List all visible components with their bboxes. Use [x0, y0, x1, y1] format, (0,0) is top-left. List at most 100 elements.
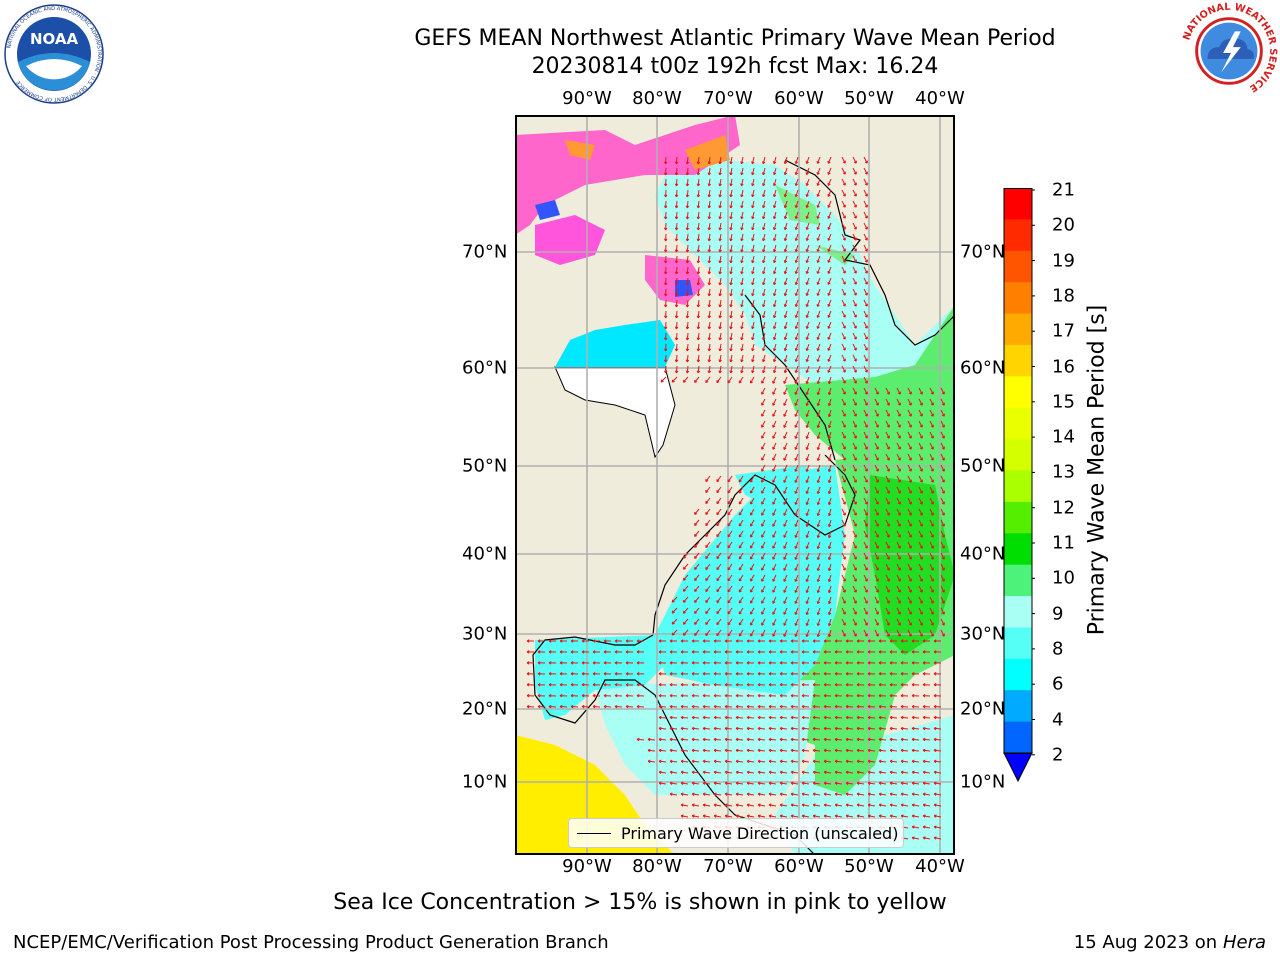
wave-direction-arrow — [675, 266, 678, 275]
wave-direction-arrowhead — [526, 661, 530, 665]
wave-direction-arrow — [841, 167, 846, 175]
wave-direction-arrow — [784, 288, 788, 296]
wave-direction-arrow — [922, 727, 931, 730]
wave-direction-arrowhead — [834, 704, 838, 709]
wave-direction-arrow — [675, 354, 678, 363]
wave-direction-arrowhead — [671, 621, 675, 625]
wave-direction-arrowhead — [761, 490, 765, 494]
wave-direction-arrow — [907, 475, 912, 483]
wave-direction-arrow — [885, 563, 890, 571]
wave-direction-arrowhead — [856, 803, 860, 807]
wave-direction-arrow — [874, 442, 879, 450]
wave-direction-arrowhead — [823, 814, 827, 818]
wave-direction-arrowhead — [658, 704, 662, 709]
wave-direction-arrowhead — [805, 469, 809, 472]
wave-direction-arrowhead — [548, 683, 552, 687]
wave-direction-arrowhead — [853, 237, 857, 241]
wave-direction-arrowhead — [794, 282, 799, 285]
wave-direction-arrowhead — [908, 457, 912, 461]
wave-direction-arrow — [795, 178, 799, 186]
wave-direction-arrowhead — [783, 567, 787, 571]
wave-direction-arrowhead — [864, 281, 868, 285]
wave-direction-arrow — [841, 486, 846, 494]
wave-direction-arrowhead — [805, 513, 809, 516]
wave-direction-arrowhead — [922, 825, 926, 829]
wave-direction-arrowhead — [738, 490, 742, 494]
wave-direction-arrow — [675, 255, 678, 264]
wave-direction-arrowhead — [827, 226, 831, 230]
wave-direction-arrowhead — [772, 457, 776, 461]
wave-direction-arrow — [738, 574, 744, 582]
wave-direction-arrow — [794, 585, 799, 593]
wave-direction-arrowhead — [897, 402, 901, 406]
wave-direction-arrow — [705, 552, 711, 559]
wave-direction-arrow — [716, 376, 722, 383]
wave-direction-arrow — [697, 211, 700, 219]
wave-direction-arrowhead — [783, 348, 788, 352]
wave-direction-arrowhead — [614, 683, 618, 687]
wave-direction-arrow — [772, 508, 777, 516]
wave-direction-arrowhead — [702, 693, 706, 698]
colorbar-segment — [1004, 219, 1032, 252]
wave-direction-arrow — [940, 552, 945, 560]
wave-direction-arrow — [817, 508, 821, 516]
wave-direction-arrowhead — [761, 435, 765, 439]
wave-direction-arrow — [827, 365, 832, 373]
wave-direction-arrow — [686, 343, 689, 352]
wave-direction-arrowhead — [864, 303, 868, 307]
wave-direction-arrowhead — [864, 237, 868, 241]
wave-direction-arrowhead — [801, 715, 805, 720]
colorbar-segment — [1004, 439, 1032, 471]
wave-direction-arrow — [675, 156, 678, 165]
wave-direction-arrow — [719, 365, 722, 373]
wave-direction-arrowhead — [751, 337, 755, 341]
wave-direction-arrow — [834, 738, 843, 741]
wave-direction-arrowhead — [864, 534, 868, 538]
wave-direction-arrowhead — [794, 424, 798, 428]
wave-direction-arrow — [863, 266, 868, 274]
wave-direction-arrowhead — [842, 215, 846, 219]
wave-direction-arrow — [929, 464, 934, 472]
wave-direction-arrowhead — [794, 402, 798, 406]
wave-direction-arrowhead — [746, 737, 750, 742]
wave-direction-arrowhead — [691, 672, 695, 676]
wave-direction-arrow — [738, 552, 744, 560]
wave-direction-arrowhead — [878, 661, 882, 665]
wave-direction-arrow — [918, 519, 923, 527]
wave-direction-arrowhead — [680, 650, 684, 654]
wave-direction-arrowhead — [783, 315, 788, 319]
wave-direction-arrowhead — [816, 546, 821, 549]
wave-direction-arrowhead — [801, 737, 805, 742]
wave-direction-arrowhead — [853, 204, 857, 208]
wave-direction-arrow — [751, 255, 755, 263]
wave-direction-arrowhead — [827, 270, 831, 274]
wave-direction-arrow — [806, 365, 810, 373]
wave-direction-arrowhead — [674, 304, 679, 308]
wave-direction-arrowhead — [842, 237, 846, 241]
wave-direction-arrowhead — [834, 759, 838, 764]
wave-direction-arrowhead — [911, 803, 915, 807]
wave-direction-arrow — [669, 716, 678, 719]
wave-direction-arrow — [750, 618, 755, 626]
chart-subtitle: 20230814 t00z 192h fcst Max: 16.24 — [531, 54, 939, 79]
wave-direction-arrow — [675, 178, 678, 187]
wave-direction-arrowhead — [823, 693, 827, 698]
wave-direction-arrowhead — [751, 304, 755, 308]
wave-direction-arrow — [806, 222, 810, 230]
wave-direction-arrow — [827, 200, 832, 208]
wave-direction-arrowhead — [875, 589, 879, 593]
wave-direction-arrow — [852, 563, 857, 571]
wave-direction-arrowhead — [827, 546, 832, 550]
lon-label-bottom: 90°W — [562, 856, 612, 877]
wave-direction-arrow — [874, 541, 879, 549]
wave-direction-arrow — [795, 365, 799, 373]
wave-direction-arrowhead — [685, 326, 690, 330]
wave-direction-arrowhead — [897, 633, 901, 637]
wave-direction-arrow — [772, 464, 777, 472]
wave-direction-arrow — [751, 332, 755, 340]
wave-direction-arrowhead — [779, 781, 783, 785]
wave-direction-arrow — [671, 618, 678, 625]
wave-direction-arrowhead — [663, 370, 668, 374]
wave-direction-arrow — [828, 420, 832, 428]
colorbar-tick-label: 8 — [1052, 638, 1064, 660]
